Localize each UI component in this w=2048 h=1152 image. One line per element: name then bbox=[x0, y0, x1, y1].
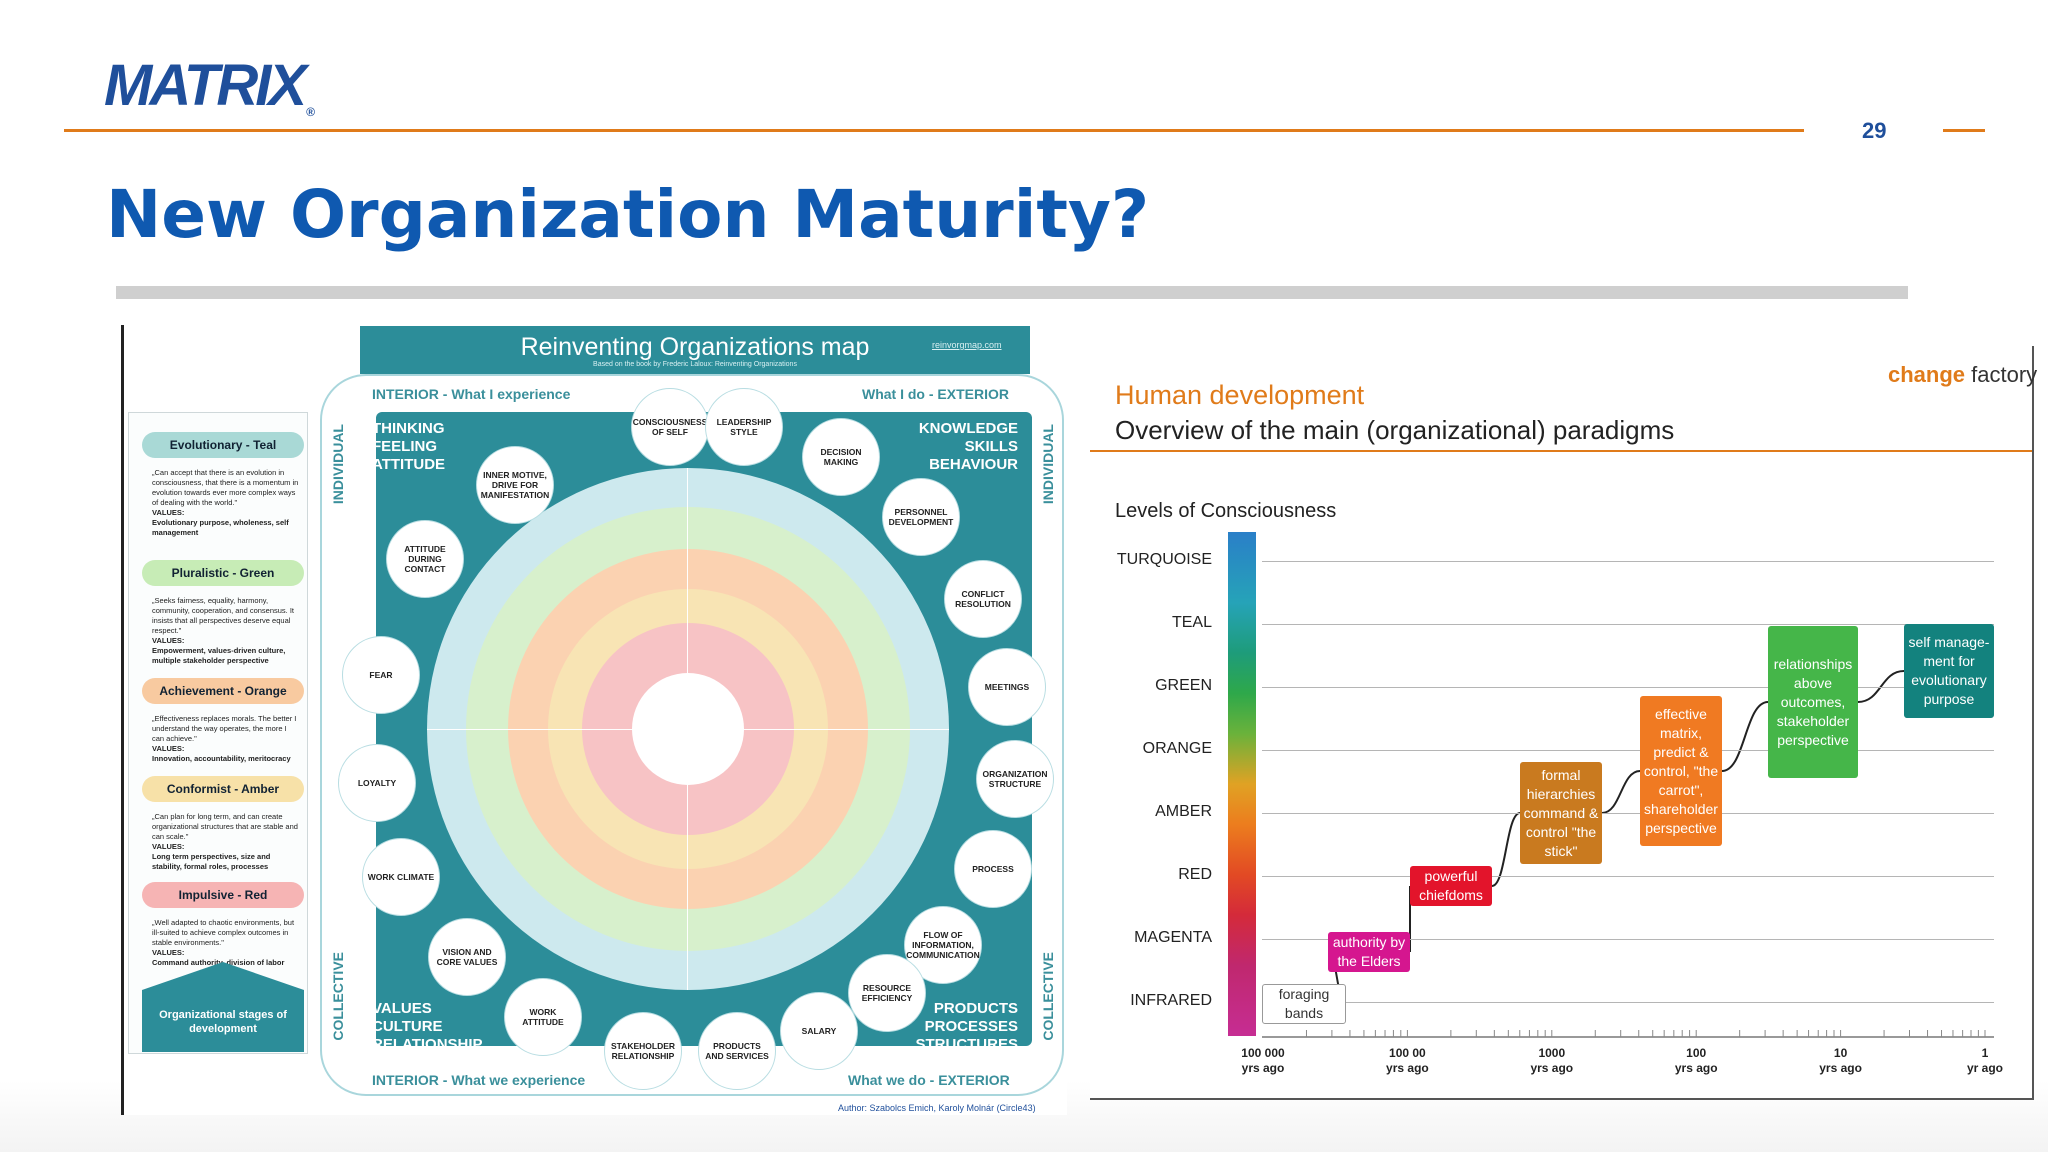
header-divider bbox=[64, 129, 1804, 132]
level-label: GREEN bbox=[1155, 677, 1212, 694]
paradigm-box-magenta: authority by the Elders bbox=[1328, 932, 1410, 972]
chart-title: Human development bbox=[1115, 380, 1365, 410]
map-left-border bbox=[121, 325, 124, 1115]
chart-subtitle: Overview of the main (organizational) pa… bbox=[1115, 415, 1675, 445]
paradigm-connector bbox=[1491, 812, 1521, 887]
level-gridline bbox=[1262, 813, 1994, 814]
page-number: 29 bbox=[1862, 118, 1887, 143]
map-bubble: DECISION MAKING bbox=[802, 418, 880, 496]
chart-x-axis bbox=[1262, 1036, 1994, 1038]
map-bubble: PRODUCTS AND SERVICES bbox=[698, 1012, 776, 1090]
map-bubble: WORK CLIMATE bbox=[362, 838, 440, 916]
map-link[interactable]: reinvorgmap.com bbox=[932, 340, 1002, 350]
title-underline-bar bbox=[116, 286, 1908, 299]
level-gridline bbox=[1262, 939, 1994, 940]
level-label: INFRARED bbox=[1130, 992, 1212, 1009]
map-bubble: ORGANIZATION STRUCTURE bbox=[976, 740, 1054, 818]
map-author[interactable]: Author: Szabolcs Emich, Karoly Molnár (C… bbox=[838, 1103, 1036, 1113]
quadrant-products: PRODUCTS PROCESSES STRUCTURES bbox=[915, 1000, 1018, 1053]
map-bubble: PROCESS bbox=[954, 830, 1032, 908]
legend-stage-text: „Effectiveness replaces morals. The bett… bbox=[152, 714, 297, 763]
x-tick-label: 1 yr ago bbox=[1966, 1046, 2003, 1075]
level-label: ORANGE bbox=[1142, 740, 1212, 757]
legend-stage-text: „Seeks fairness, equality, harmony, comm… bbox=[152, 596, 295, 665]
paradigm-connector bbox=[1857, 670, 1905, 703]
x-tick-label: 10 yrs ago bbox=[1819, 1046, 1862, 1075]
level-gridline bbox=[1262, 750, 1994, 751]
legend-stage-0: Evolutionary - Teal bbox=[142, 432, 304, 458]
label-exterior-we: What we do - EXTERIOR bbox=[848, 1072, 1010, 1088]
map-bubble: VISION AND CORE VALUES bbox=[428, 918, 506, 996]
paradigm-box-amber: formal hierarchies command & control "th… bbox=[1520, 762, 1602, 864]
level-label: MAGENTA bbox=[1134, 929, 1212, 946]
level-label: RED bbox=[1178, 866, 1212, 883]
chart-header-divider bbox=[1090, 450, 2032, 452]
map-title: Reinventing Organizations map bbox=[360, 326, 1030, 374]
paradigm-connector bbox=[1721, 701, 1769, 772]
map-bubble: CONFLICT RESOLUTION bbox=[944, 560, 1022, 638]
chart-y-axis-title: Levels of Consciousness bbox=[1115, 500, 1337, 522]
label-interior-we: INTERIOR - What we experience bbox=[372, 1072, 586, 1088]
legend-stage-text: „Can plan for long term, and can create … bbox=[152, 812, 298, 871]
paradigm-box-orange: effective matrix, predict & control, "th… bbox=[1640, 696, 1722, 846]
change-factory-logo: change factory bbox=[1888, 362, 2038, 387]
x-tick-label: 100 00 yrs ago bbox=[1386, 1046, 1429, 1075]
map-bubble: ATTITUDE DURING CONTACT bbox=[386, 520, 464, 598]
paradigm-box-infrared: foraging bands bbox=[1262, 984, 1346, 1024]
level-gridline bbox=[1262, 561, 1994, 562]
level-gridline bbox=[1262, 624, 1994, 625]
legend-stage-3: Conformist - Amber bbox=[142, 776, 304, 802]
level-gridline bbox=[1262, 687, 1994, 688]
map-bubble: LOYALTY bbox=[338, 744, 416, 822]
level-label: TEAL bbox=[1171, 614, 1212, 631]
map-bubble: MEETINGS bbox=[968, 648, 1046, 726]
matrix-logo: MATRIX ® bbox=[104, 53, 315, 119]
x-tick-label: 1000 yrs ago bbox=[1530, 1046, 1574, 1075]
quadrant-thinking: THINKING FEELING ATTITUDE bbox=[372, 420, 446, 473]
paradigm-connector bbox=[1601, 770, 1641, 814]
map-bubble: SALARY bbox=[780, 992, 858, 1070]
stages-legend bbox=[128, 412, 308, 1054]
map-bubble: FEAR bbox=[342, 636, 420, 714]
map-bubble: RESOURCE EFFICIENCY bbox=[848, 954, 926, 1032]
quadrant-values: VALUES CULTURE RELATIONSHIP bbox=[372, 1000, 483, 1053]
map-subtitle: Based on the book by Frederic Laloux: Re… bbox=[593, 361, 797, 368]
paradigm-box-red: powerful chiefdoms bbox=[1410, 866, 1492, 906]
level-label: TURQUOISE bbox=[1116, 551, 1212, 568]
paradigm-box-teal: self manage-ment for evolutionary purpos… bbox=[1904, 624, 1994, 718]
horizontal-axis bbox=[427, 729, 949, 730]
organizational-stages-label: Organizational stages of development bbox=[142, 990, 304, 1052]
map-bubble: PERSONNEL DEVELOPMENT bbox=[882, 478, 960, 556]
legend-stage-4: Impulsive - Red bbox=[142, 882, 304, 908]
legend-stage-text: „Can accept that there is an evolution i… bbox=[152, 468, 299, 537]
level-gridline bbox=[1262, 1002, 1994, 1003]
label-interior-i: INTERIOR - What I experience bbox=[372, 386, 571, 402]
map-bubble: WORK ATTITUDE bbox=[504, 978, 582, 1056]
map-bubble: STAKEHOLDER RELATIONSHIP bbox=[604, 1012, 682, 1090]
level-gridline bbox=[1262, 876, 1994, 877]
consciousness-color-bar bbox=[1228, 532, 1256, 1036]
stages-arrow-icon bbox=[142, 962, 304, 990]
level-label: AMBER bbox=[1155, 803, 1212, 820]
x-tick-label: 100 yrs ago bbox=[1674, 1046, 1718, 1075]
quadrant-knowledge: KNOWLEDGE SKILLS BEHAVIOUR bbox=[918, 420, 1018, 473]
map-outer-frame bbox=[320, 374, 1064, 1096]
x-tick-label: 100 000 yrs ago bbox=[1241, 1046, 1285, 1075]
map-bubble: CONSCIOUSNESS OF SELF bbox=[631, 388, 709, 466]
legend-stage-2: Achievement - Orange bbox=[142, 678, 304, 704]
slide-title: New Organization Maturity? bbox=[106, 176, 1150, 253]
header-divider-short bbox=[1943, 129, 1985, 132]
label-exterior-i: What I do - EXTERIOR bbox=[862, 386, 1009, 402]
map-bubble: LEADERSHIP STYLE bbox=[705, 388, 783, 466]
map-bubble: INNER MOTIVE, DRIVE FOR MANIFESTATION bbox=[476, 446, 554, 524]
paradigm-box-green: relationships above outcomes, stakeholde… bbox=[1768, 626, 1858, 778]
legend-stage-1: Pluralistic - Green bbox=[142, 560, 304, 586]
